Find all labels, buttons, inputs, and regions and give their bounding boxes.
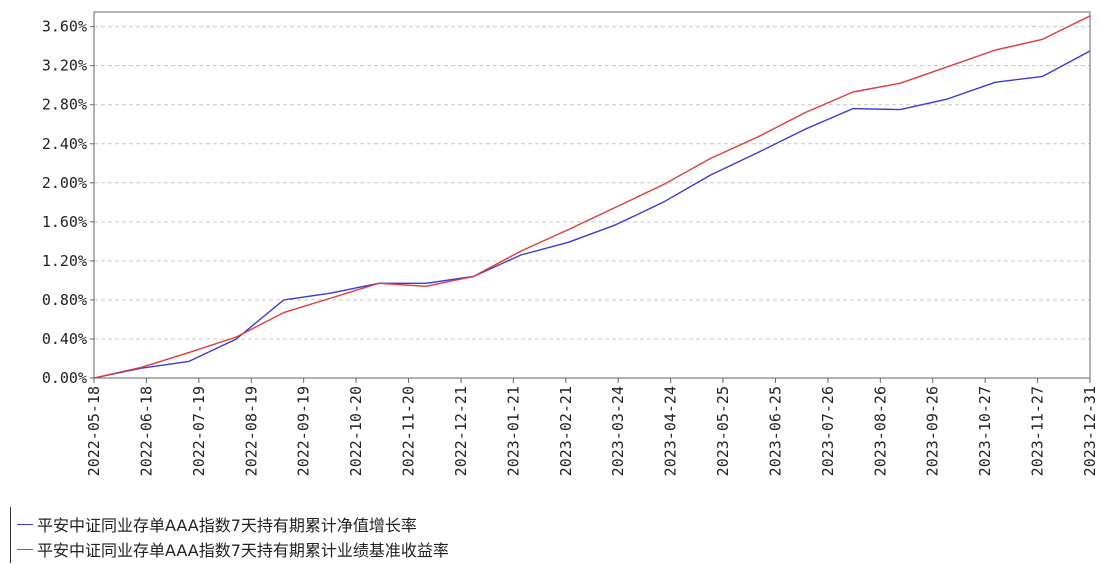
x-tick-label: 2023-06-25 xyxy=(766,386,784,476)
x-tick-label: 2023-07-26 xyxy=(819,386,837,476)
y-tick-label: 2.40% xyxy=(42,135,87,153)
x-tick-label: 2022-11-20 xyxy=(400,386,418,476)
x-tick-label: 2023-02-21 xyxy=(557,386,575,476)
x-tick-label: 2023-12-31 xyxy=(1081,386,1098,476)
series-line-nav-growth xyxy=(93,50,1091,379)
y-tick-label: 3.20% xyxy=(42,57,87,75)
x-tick-label: 2023-10-27 xyxy=(976,386,994,476)
series-line-benchmark xyxy=(93,15,1091,379)
y-tick-label: 2.00% xyxy=(42,174,87,192)
x-tick-label: 2023-08-26 xyxy=(871,386,889,476)
x-tick-label: 2023-11-27 xyxy=(1029,386,1047,476)
x-tick-label: 2023-05-25 xyxy=(714,386,732,476)
legend: 平安中证同业存单AAA指数7天持有期累计净值增长率 平安中证同业存单AAA指数7… xyxy=(10,507,1091,563)
x-tick-label: 2022-05-18 xyxy=(85,386,103,476)
x-tick-label: 2022-08-19 xyxy=(242,386,260,476)
x-tick-label: 2023-04-24 xyxy=(662,386,680,476)
legend-swatch-blue xyxy=(17,523,33,525)
y-tick-label: 0.40% xyxy=(42,330,87,348)
y-axis: 0.00% 0.40% 0.80% 1.20% 1.60% 2.00% 2.40% 2.80%… xyxy=(42,18,94,387)
y-tick-label: 0.00% xyxy=(42,369,87,387)
plot-frame xyxy=(93,11,1091,379)
y-tick-label: 1.60% xyxy=(42,213,87,231)
legend-swatch-red xyxy=(17,548,33,550)
legend-item-nav-growth: 平安中证同业存单AAA指数7天持有期累计净值增长率 xyxy=(17,513,417,535)
x-tick-label: 2022-06-18 xyxy=(137,386,155,476)
x-tick-label: 2023-09-26 xyxy=(924,386,942,476)
legend-label: 平安中证同业存单AAA指数7天持有期累计业绩基准收益率 xyxy=(37,541,449,560)
x-tick-label: 2022-10-20 xyxy=(347,386,365,476)
line-chart: 0.00% 0.40% 0.80% 1.20% 1.60% 2.00% 2.40% 2.80%… xyxy=(42,11,1098,476)
x-tick-label: 2022-07-19 xyxy=(190,386,208,476)
y-tick-label: 2.80% xyxy=(42,96,87,114)
x-tick-label: 2023-01-21 xyxy=(504,386,522,476)
x-axis: 2022-05-18 2022-06-18 2022-07-19 2022-08-19… xyxy=(85,378,1098,476)
y-tick-label: 1.20% xyxy=(42,252,87,270)
legend-item-benchmark: 平安中证同业存单AAA指数7天持有期累计业绩基准收益率 xyxy=(17,538,449,560)
x-tick-label: 2023-03-24 xyxy=(609,386,627,476)
grid-lines xyxy=(94,26,1090,340)
series-lines xyxy=(93,15,1091,379)
y-tick-label: 0.80% xyxy=(42,291,87,309)
legend-label: 平安中证同业存单AAA指数7天持有期累计净值增长率 xyxy=(37,516,417,535)
y-tick-label: 3.60% xyxy=(42,18,87,36)
x-tick-label: 2022-09-19 xyxy=(295,386,313,476)
x-tick-label: 2022-12-21 xyxy=(452,386,470,476)
